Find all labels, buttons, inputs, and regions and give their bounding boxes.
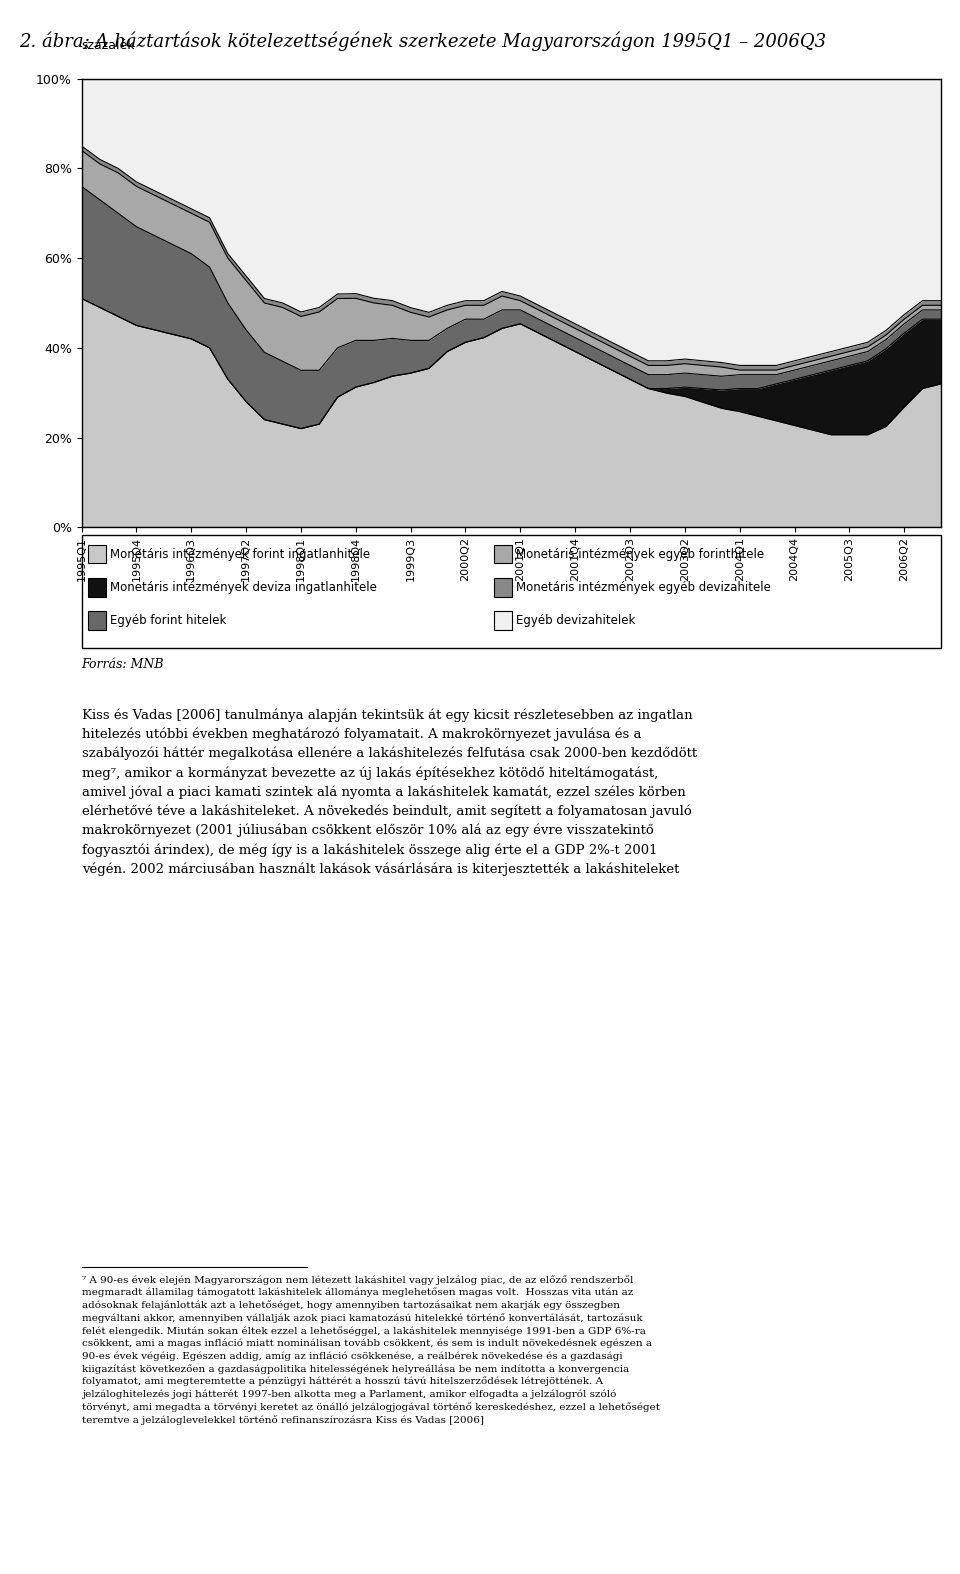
Text: Egyéb forint hitelek: Egyéb forint hitelek: [110, 614, 227, 626]
Text: Monetáris intézmények deviza ingatlanhitele: Monetáris intézmények deviza ingatlanhit…: [110, 581, 377, 593]
Text: Monetáris intézmények egyéb forinthitele: Monetáris intézmények egyéb forinthitele: [516, 548, 764, 560]
Text: ⁷ A 90-es évek elején Magyarországon nem létezett lakáshitel vagy jelzálog piac,: ⁷ A 90-es évek elején Magyarországon nem…: [82, 1275, 660, 1424]
Text: Egyéb devizahitelek: Egyéb devizahitelek: [516, 614, 636, 626]
Text: 2. ábra; A háztartások kötelezettségének szerkezete Magyarországon 1995Q1 – 2006: 2. ábra; A háztartások kötelezettségének…: [19, 31, 827, 50]
Text: Monetáris intézmények egyéb devizahitele: Monetáris intézmények egyéb devizahitele: [516, 581, 771, 593]
Text: Kiss és Vadas [2006] tanulmánya alapján tekintsük át egy kicsit részletesebben a: Kiss és Vadas [2006] tanulmánya alapján …: [82, 708, 697, 877]
Text: százalék: százalék: [82, 39, 135, 52]
Text: Monetáris intézmények forint ingatlanhitele: Monetáris intézmények forint ingatlanhit…: [110, 548, 371, 560]
Text: Forrás: MNB: Forrás: MNB: [82, 658, 164, 671]
